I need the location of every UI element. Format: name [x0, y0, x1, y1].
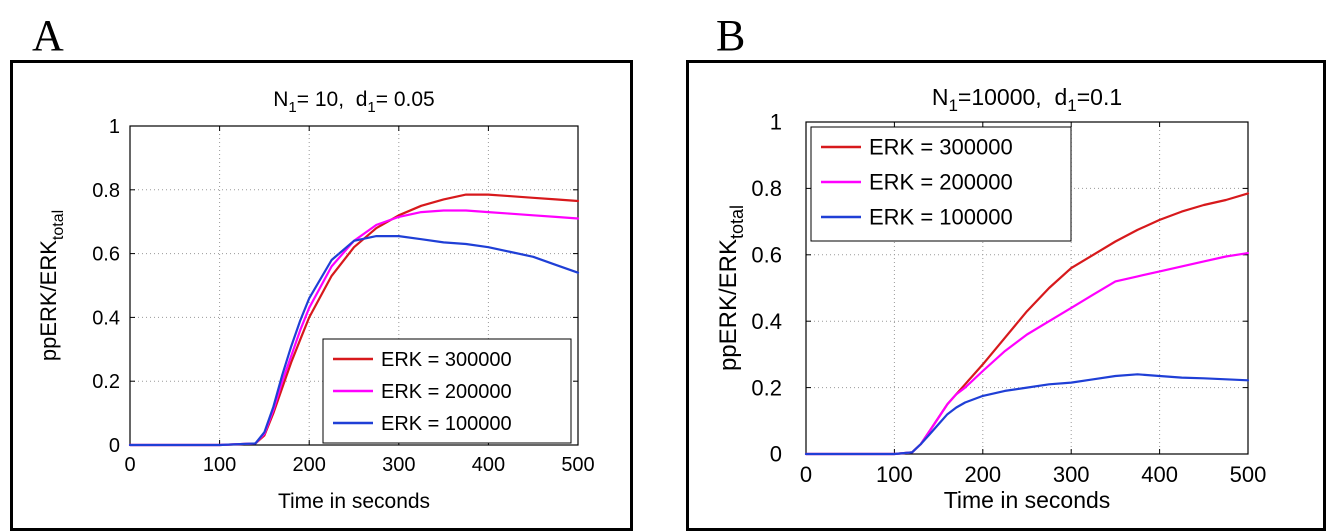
title-subscript: 1 — [288, 99, 296, 116]
panel-letter-a: A — [32, 11, 64, 60]
x-tick-label: 300 — [1053, 462, 1090, 487]
title-text: N — [273, 88, 288, 111]
y-tick-label: 0.4 — [92, 307, 120, 329]
x-tick-label: 100 — [876, 462, 913, 487]
legend-label-2: ERK = 100000 — [381, 413, 512, 435]
x-tick-label: 200 — [293, 454, 326, 476]
series-line-1 — [804, 252, 1250, 456]
title-subscript: 1 — [1067, 96, 1076, 115]
plot-area-frame — [129, 125, 579, 446]
y-axis-label-main: ppERK/ERK — [36, 240, 61, 361]
x-axis-label: Time in seconds — [944, 487, 1111, 513]
y-tick-label: 0.2 — [92, 371, 120, 393]
plot-area-frame — [805, 121, 1249, 455]
legend-label-2: ERK = 100000 — [869, 205, 1013, 230]
title-text: =10000, d — [958, 84, 1067, 110]
x-tick-label: 100 — [203, 454, 236, 476]
y-tick-label: 0.6 — [751, 243, 782, 268]
panel-letter-b: B — [716, 11, 746, 60]
y-axis-label: ppERK/ERKtotal — [715, 205, 747, 371]
title-text: = 10, d — [297, 88, 368, 111]
series-line-2 — [128, 235, 580, 447]
panel-b-frame — [686, 60, 1326, 531]
title-text: =0.1 — [1077, 84, 1122, 110]
y-tick-label: 0 — [770, 442, 782, 467]
y-tick-label: 0.8 — [92, 180, 120, 202]
title-text: = 0.05 — [376, 88, 435, 111]
y-axis-label: ppERK/ERKtotal — [36, 210, 67, 361]
y-tick-label: 1 — [770, 110, 782, 135]
y-axis-label-sub: total — [727, 205, 747, 239]
title-subscript: 1 — [948, 96, 957, 115]
legend-label-0: ERK = 300000 — [381, 349, 512, 371]
x-tick-label: 500 — [1230, 462, 1267, 487]
y-tick-label: 0.6 — [92, 244, 120, 266]
y-tick-label: 0 — [109, 435, 120, 457]
chart-title: N1=10000, d1=0.1 — [932, 84, 1122, 115]
y-tick-label: 0.8 — [751, 176, 782, 201]
y-tick-label: 0.4 — [751, 309, 782, 334]
legend-label-1: ERK = 200000 — [869, 170, 1013, 195]
y-tick-label: 1 — [109, 116, 120, 138]
x-tick-label: 500 — [561, 454, 594, 476]
x-tick-label: 400 — [1141, 462, 1178, 487]
x-axis-label: Time in seconds — [278, 490, 430, 513]
x-tick-label: 300 — [382, 454, 415, 476]
title-text: N — [932, 84, 949, 110]
x-tick-label: 0 — [124, 454, 135, 476]
x-tick-label: 400 — [472, 454, 505, 476]
x-tick-label: 0 — [800, 462, 812, 487]
panel-a-frame — [10, 60, 633, 531]
legend-label-1: ERK = 200000 — [381, 381, 512, 403]
chart-title: N1= 10, d1= 0.05 — [273, 88, 434, 116]
y-tick-label: 0.2 — [751, 375, 782, 400]
legend-label-0: ERK = 300000 — [869, 135, 1013, 160]
y-axis-label-main: ppERK/ERK — [715, 239, 742, 371]
series-line-2 — [804, 373, 1250, 456]
x-tick-label: 200 — [964, 462, 1001, 487]
y-axis-label-sub: total — [50, 210, 67, 240]
title-subscript: 1 — [367, 99, 375, 116]
